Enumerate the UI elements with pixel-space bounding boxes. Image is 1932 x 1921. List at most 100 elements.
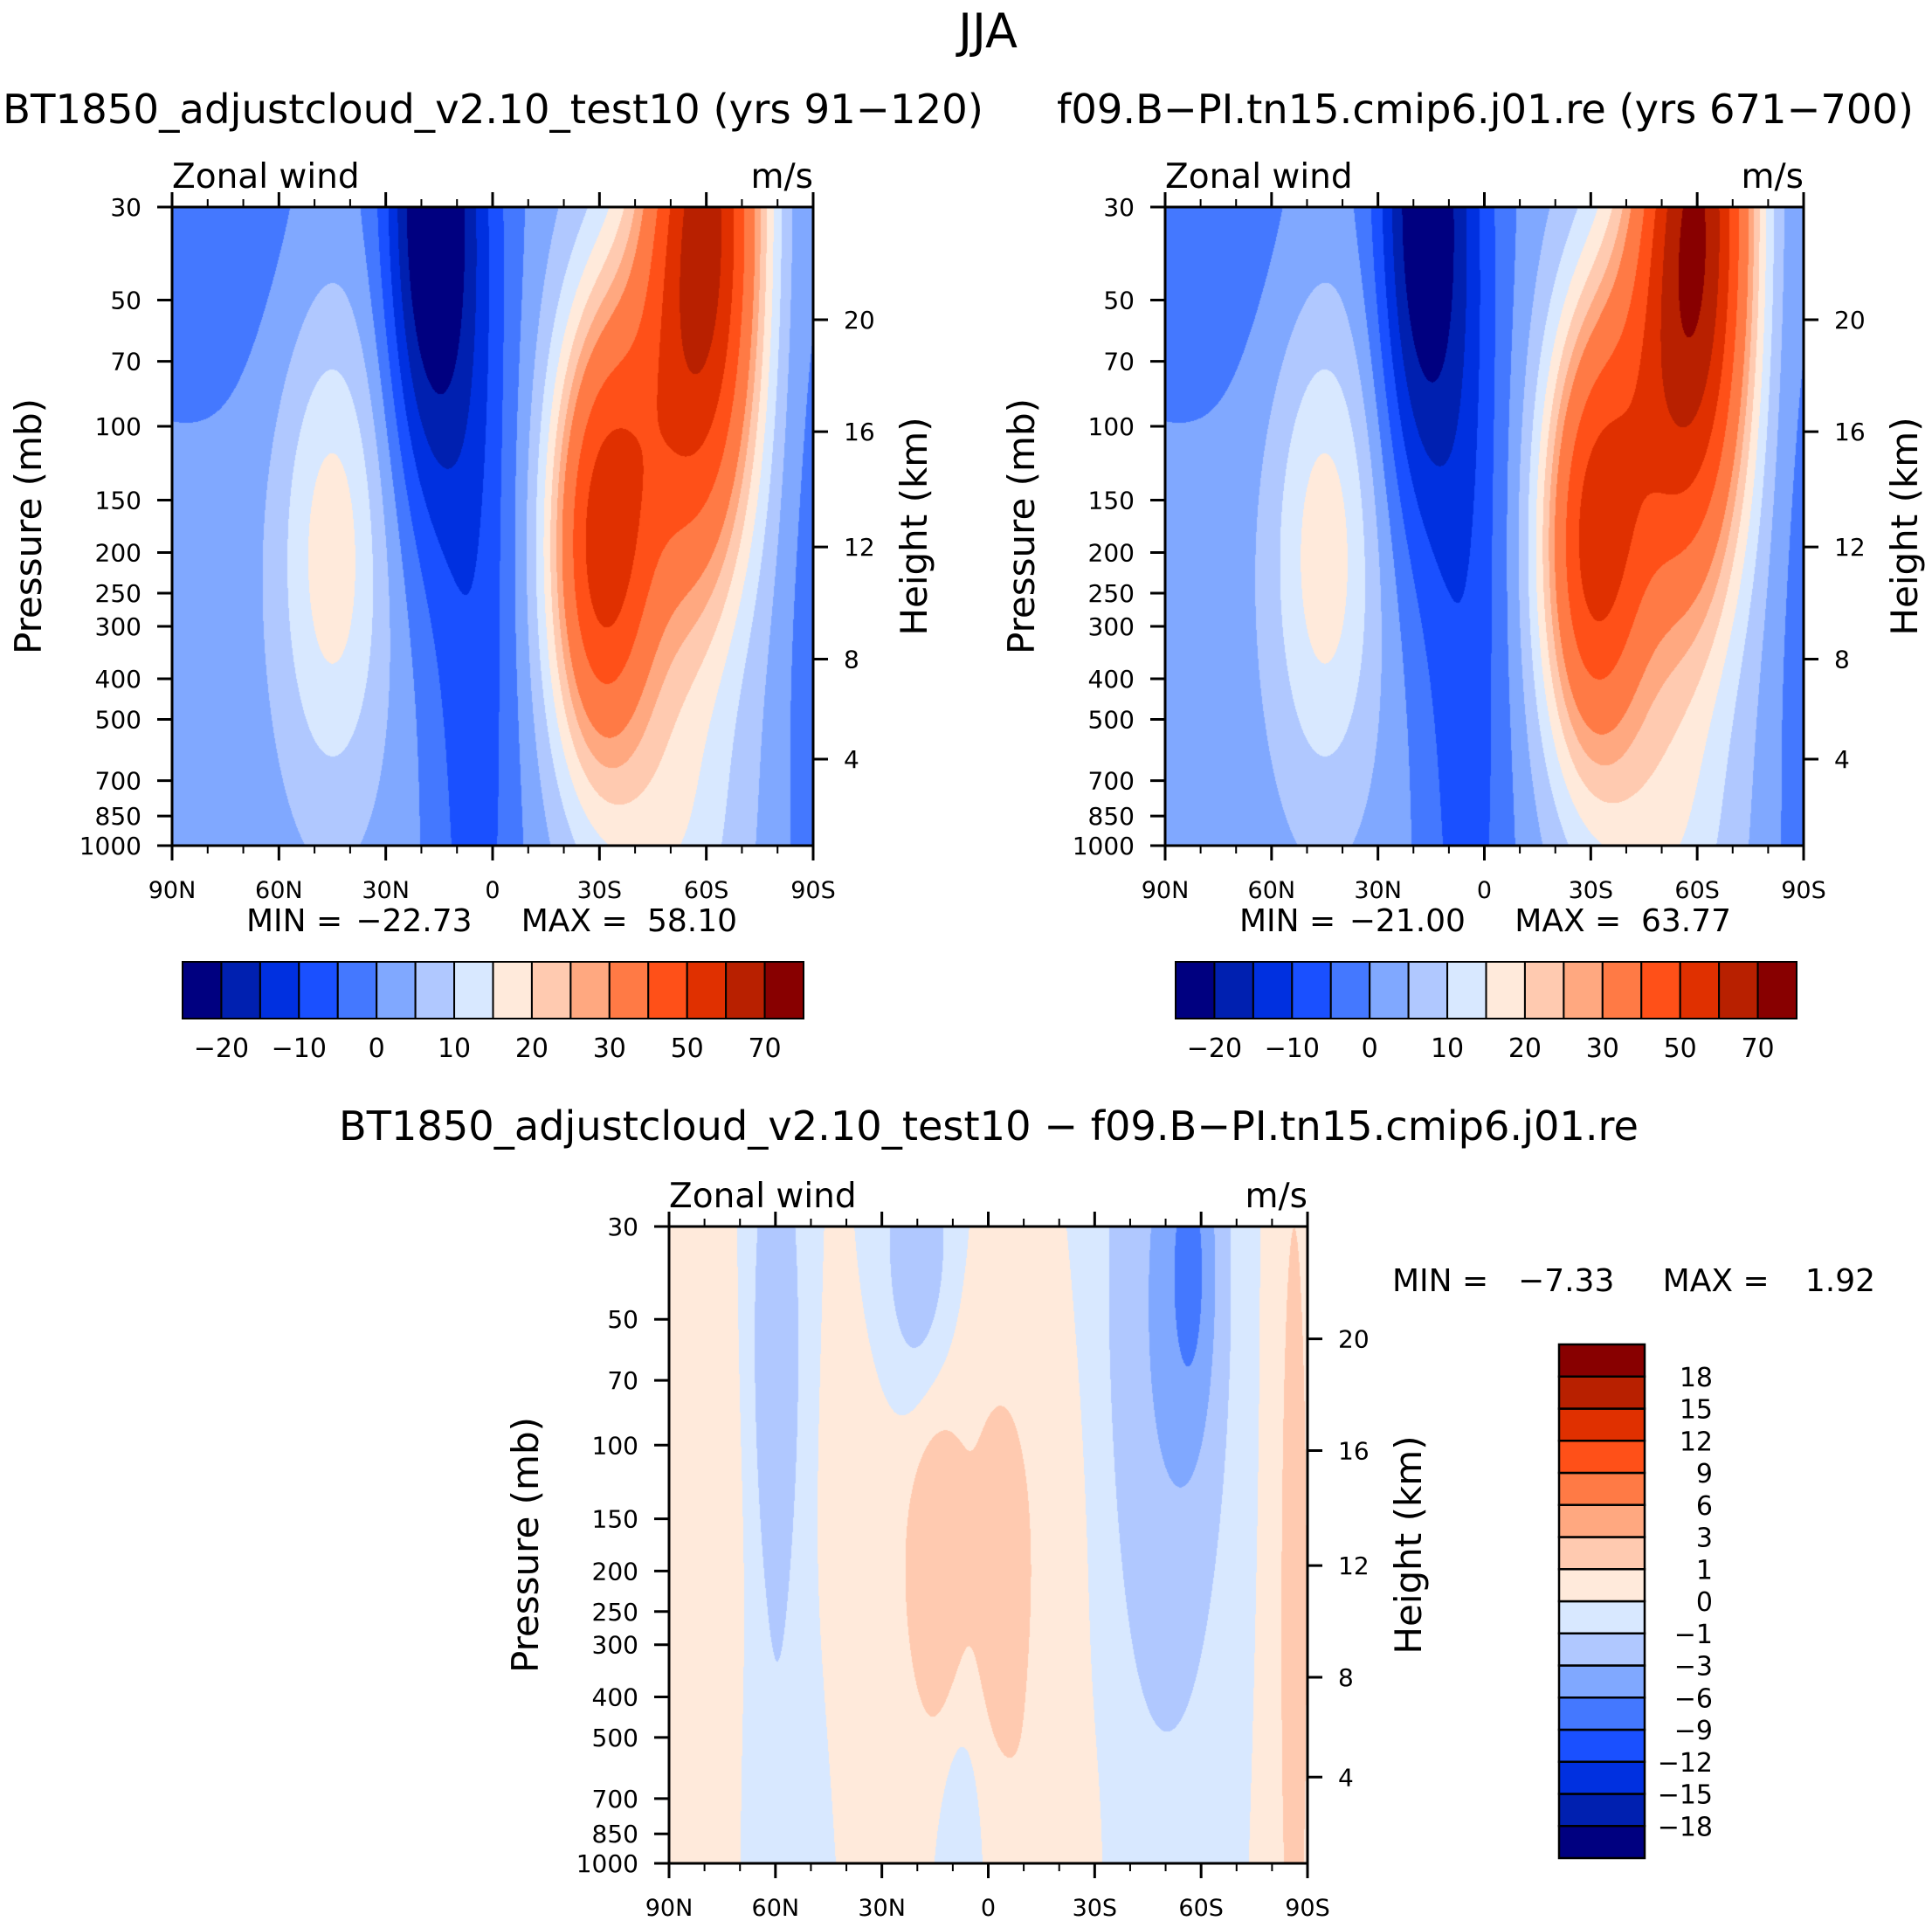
y-tick-label: 70 (110, 348, 141, 377)
colorbar-box (1557, 1568, 1646, 1603)
x-tick-label: 90N (148, 877, 197, 904)
x-tick-label: 60N (1248, 877, 1296, 904)
colorbar-label: −10 (1265, 1033, 1320, 1064)
y-tick-label: 300 (1088, 612, 1135, 641)
colorbar-box (1557, 1407, 1646, 1442)
x-tick-label: 60N (255, 877, 303, 904)
colorbar-box (1557, 1471, 1646, 1506)
difference-title: BT1850_adjustcloud_v2.10_test10 − f09.B−… (339, 1102, 1639, 1150)
colorbar-box (1557, 1375, 1646, 1410)
x-tick-label: 60S (1674, 877, 1720, 904)
colorbar-box (1756, 961, 1797, 1019)
y-tick-label: 300 (592, 1631, 638, 1660)
y-tick-label: 400 (592, 1683, 638, 1712)
x-tick-label: 0 (981, 1895, 996, 1921)
height-tick-label: 8 (1338, 1663, 1354, 1692)
y-tick-label: 50 (607, 1305, 638, 1334)
x-tick-label: 90N (645, 1895, 693, 1921)
colorbar-label: 3 (1696, 1524, 1713, 1554)
y-tick-label: 50 (1103, 286, 1135, 314)
colorbar-box (1485, 961, 1526, 1019)
y-tick-label: 850 (95, 802, 141, 831)
contour-field-difference (669, 1227, 1308, 1863)
y-tick-label: 30 (110, 193, 141, 222)
panel-1-title: BT1850_adjustcloud_v2.10_test10 (yrs 91−… (3, 86, 983, 133)
min-value: −22.73 (355, 903, 472, 939)
colorbar-box (1557, 1760, 1646, 1795)
plot-frame (667, 1225, 1309, 1865)
colorbar-label: 0 (1696, 1587, 1713, 1618)
x-tick-label: 60S (684, 877, 729, 904)
colorbar-label: −6 (1674, 1683, 1713, 1714)
height-tick-label: 16 (1834, 418, 1866, 446)
colorbar-label: 15 (1680, 1395, 1713, 1426)
y-tick-label: 200 (95, 538, 141, 567)
x-tick-label: 90N (1142, 877, 1190, 904)
x-tick-label: 60S (1178, 1895, 1224, 1921)
colorbar-label: 10 (1431, 1033, 1464, 1064)
colorbar-box (1557, 1696, 1646, 1731)
y-tick-label: 850 (1088, 802, 1135, 831)
y-tick-label: 700 (95, 767, 141, 796)
y-tick-label: 30 (607, 1213, 638, 1241)
height-axis-label: Height (km) (1883, 417, 1926, 635)
colorbar-label: 20 (1508, 1033, 1542, 1064)
page-title: JJA (956, 3, 1018, 59)
plot-frame (1163, 205, 1805, 847)
y-tick-label: 200 (592, 1557, 638, 1586)
colorbar-box (1640, 961, 1681, 1019)
y-tick-label: 150 (95, 487, 141, 515)
colorbar-box (492, 961, 533, 1019)
colorbar-label: −18 (1658, 1812, 1713, 1842)
colorbar-box (1557, 1632, 1646, 1667)
y-axis-label: Pressure (mb) (1000, 398, 1043, 654)
y-tick-label: 700 (592, 1785, 638, 1814)
colorbar-box (608, 961, 650, 1019)
colorbar-box (259, 961, 300, 1019)
colorbar-label: 70 (1741, 1033, 1774, 1064)
max-label: MAX = (1663, 1263, 1770, 1299)
colorbar-box (725, 961, 766, 1019)
colorbar-box (1369, 961, 1410, 1019)
colorbar-box (376, 961, 417, 1019)
height-tick-label: 16 (1338, 1436, 1370, 1465)
colorbar-box (530, 961, 572, 1019)
right-string-units: m/s (1742, 157, 1804, 197)
x-tick-label: 30N (858, 1895, 906, 1921)
min-value: −7.33 (1518, 1263, 1614, 1299)
height-tick-label: 4 (1834, 745, 1850, 774)
plot-frame (170, 205, 815, 847)
right-string-units: m/s (1245, 1177, 1308, 1216)
colorbar-label: 30 (593, 1033, 626, 1064)
colorbar-label: −12 (1658, 1748, 1713, 1779)
y-tick-label: 400 (1088, 665, 1135, 694)
colorbar-label: 30 (1586, 1033, 1619, 1064)
colorbar: −20 −10 0 10 20 30 50 70 (1175, 961, 1797, 1064)
colorbar-label: 10 (438, 1033, 471, 1064)
y-tick-label: 700 (1088, 767, 1135, 796)
colorbar-box (1557, 1536, 1646, 1571)
colorbar-label: 70 (748, 1033, 781, 1064)
x-tick-label: 90S (1285, 1895, 1330, 1921)
min-label: MIN = (1239, 903, 1335, 939)
colorbar-label: −1 (1674, 1620, 1713, 1650)
height-tick-label: 20 (844, 306, 875, 335)
colorbar-box (220, 961, 261, 1019)
colorbar-box (453, 961, 494, 1019)
y-tick-label: 150 (592, 1505, 638, 1534)
colorbar-label: 0 (1362, 1033, 1378, 1064)
colorbar-box (1523, 961, 1565, 1019)
x-tick-label: 0 (485, 877, 500, 904)
height-tick-label: 12 (1338, 1551, 1370, 1580)
contour-field-panel-1 (172, 207, 813, 846)
x-tick-label: 30S (1073, 1895, 1118, 1921)
height-tick-label: 8 (1834, 645, 1850, 674)
y-tick-label: 100 (95, 412, 141, 441)
y-tick-label: 70 (607, 1366, 638, 1395)
colorbar-label: −9 (1674, 1716, 1713, 1746)
colorbar-box (336, 961, 378, 1019)
colorbar-box (1557, 1600, 1646, 1634)
min-value: −21.00 (1349, 903, 1466, 939)
colorbar-box (1557, 1343, 1646, 1378)
